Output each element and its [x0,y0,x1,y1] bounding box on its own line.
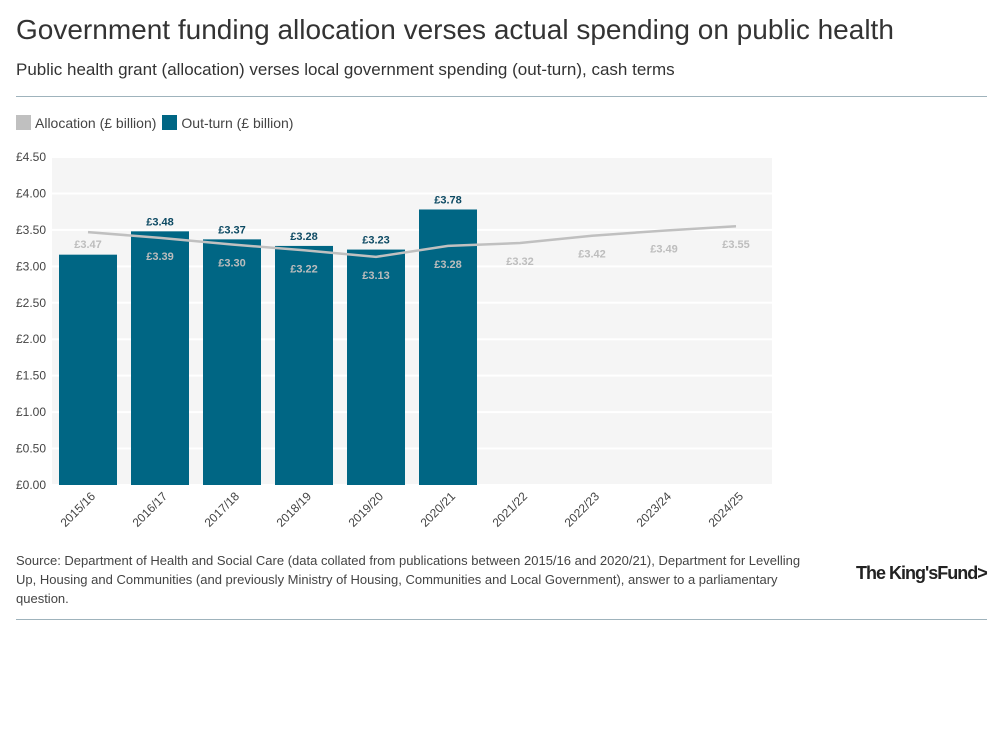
x-tick-label: 2024/25 [706,489,747,530]
y-tick-label: £1.50 [16,369,46,383]
data-label-allocation: £3.47 [74,239,102,251]
data-label-allocation: £3.42 [578,249,606,261]
bar-outturn [203,239,261,485]
x-tick-label: 2018/19 [274,489,315,530]
chart-subtitle: Public health grant (allocation) verses … [16,60,675,79]
x-tick-label: 2015/16 [58,489,99,530]
y-tick-label: £4.00 [16,186,46,200]
y-tick-label: £2.00 [16,332,46,346]
bar-outturn [275,245,333,485]
legend-swatch [16,115,31,130]
data-label-allocation: £3.13 [362,270,390,282]
data-label-allocation: £3.55 [722,239,750,251]
data-label-allocation: £3.28 [434,259,462,271]
x-tick-label: 2022/23 [562,489,603,530]
kings-fund-logo: The King'sFund> [856,563,988,583]
bar-outturn [419,209,477,485]
chart-area: £0.00 £0.50 £1.00 £1.50 £2.00 £2.50 £3.00 £3.50… [16,150,772,530]
bar-outturn [131,231,189,485]
data-label-allocation: £3.22 [290,263,318,275]
y-tick-label: £3.00 [16,259,46,273]
y-tick-label: £0.50 [16,442,46,456]
divider [16,96,987,97]
legend-label: Allocation (£ billion) [35,115,157,131]
data-label-outturn: £3.78 [434,194,462,206]
x-tick-label: 2021/22 [490,489,531,530]
legend-swatch [162,115,178,130]
data-label-allocation: £3.30 [218,257,246,269]
x-tick-label: 2023/24 [634,489,675,530]
data-label-outturn: £3.28 [290,231,318,243]
legend-label: Out-turn (£ billion) [181,115,294,131]
x-tick-label: 2017/18 [202,489,243,530]
legend-allocation[interactable]: Allocation (£ billion) [16,115,156,131]
data-label-allocation: £3.49 [650,244,678,256]
data-label-outturn: £3.23 [362,235,390,247]
x-tick-label: 2019/20 [346,489,387,530]
data-label-allocation: £3.32 [506,256,534,268]
legend-outturn[interactable]: Out-turn (£ billion) [162,115,293,131]
x-tick-label: 2020/21 [418,489,459,530]
chart-title: Government funding allocation verses act… [16,14,894,45]
divider [16,619,987,620]
legend: Allocation (£ billion) Out-turn (£ billi… [16,115,293,131]
data-label-outturn: £3.37 [218,224,246,236]
data-label-outturn: £3.48 [146,216,174,228]
x-tick-label: 2016/17 [130,489,171,530]
line-allocation [87,224,737,259]
source-note: Source: Department of Health and Social … [16,553,801,606]
data-label-allocation: £3.39 [146,251,174,263]
y-tick-label: £0.00 [16,478,46,492]
bar-outturn [347,249,405,485]
bar-outturn [59,254,117,485]
y-tick-label: £3.50 [16,223,46,237]
y-tick-label: £1.00 [16,405,46,419]
y-tick-label: £4.50 [16,150,46,164]
y-tick-label: £2.50 [16,296,46,310]
